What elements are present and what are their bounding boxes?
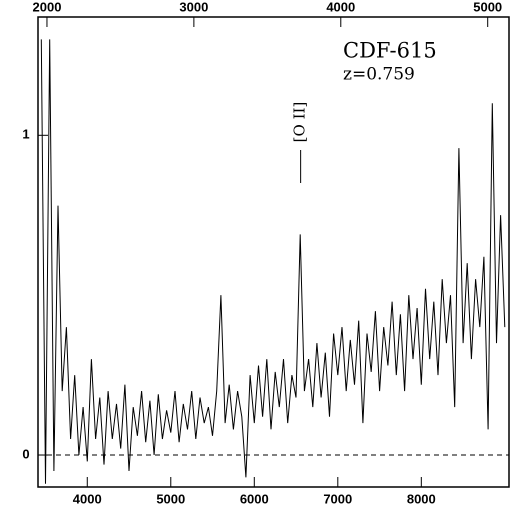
chart-title: CDF-615: [343, 39, 437, 63]
y-tick-label: 1: [22, 127, 29, 142]
x-tick-label: 4000: [73, 491, 102, 506]
x2-tick-label: 2000: [33, 0, 62, 14]
x2-tick-label: 4000: [326, 0, 355, 14]
x2-tick-label: 3000: [179, 0, 208, 14]
x-tick-label: 8000: [407, 491, 436, 506]
x-tick-label: 6000: [240, 491, 269, 506]
x-tick-label: 5000: [156, 491, 185, 506]
plot-frame: [37, 16, 510, 488]
annotation-label: [O II]: [291, 102, 309, 143]
spectrum-line: [40, 39, 506, 484]
y-tick-label: 0: [22, 446, 29, 461]
x-tick-label: 7000: [323, 491, 352, 506]
chart-subtitle: z=0.759: [343, 65, 415, 85]
x2-tick-label: 5000: [473, 0, 502, 14]
